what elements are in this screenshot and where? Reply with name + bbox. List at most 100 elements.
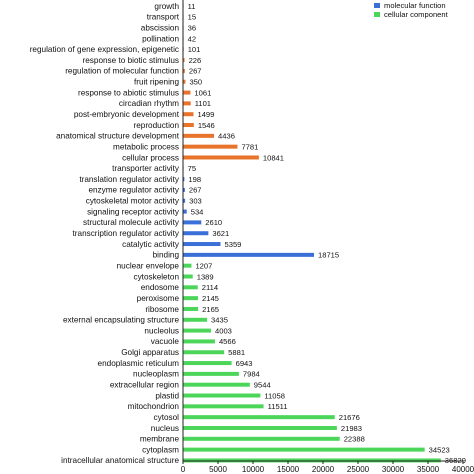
category-label: Golgi apparatus xyxy=(121,348,179,357)
value-label: 303 xyxy=(189,197,202,206)
x-tick-label: 20000 xyxy=(312,465,335,474)
value-label: 4003 xyxy=(215,326,232,335)
category-label: intracellular anatomical structure xyxy=(61,456,179,465)
value-label: 15 xyxy=(188,13,196,22)
value-label: 2610 xyxy=(205,218,222,227)
category-label: transporter activity xyxy=(112,164,180,173)
value-label: 4566 xyxy=(219,337,236,346)
bar xyxy=(183,177,185,182)
value-label: 101 xyxy=(188,45,201,54)
value-label: 2165 xyxy=(202,305,219,314)
bar xyxy=(183,101,191,106)
category-label: abscission xyxy=(141,23,180,32)
category-label: reproduction xyxy=(133,121,179,130)
value-label: 21676 xyxy=(339,413,360,422)
value-label: 267 xyxy=(189,67,202,76)
category-label: endoplasmic reticulum xyxy=(98,359,180,368)
bar xyxy=(183,252,315,257)
value-label: 36 xyxy=(188,23,196,32)
category-label: growth xyxy=(154,2,179,11)
category-label: nuclear envelope xyxy=(117,261,180,270)
bar xyxy=(183,263,192,268)
bar xyxy=(183,285,198,290)
value-label: 3435 xyxy=(211,316,228,325)
x-tick-label: 15000 xyxy=(277,465,300,474)
category-label: post-embryonic development xyxy=(74,110,180,119)
value-label: 10841 xyxy=(263,153,284,162)
category-label: enzyme regulator activity xyxy=(88,186,179,195)
value-label: 2145 xyxy=(202,294,219,303)
bar xyxy=(183,371,239,376)
category-label: plastid xyxy=(155,391,179,400)
legend-swatch xyxy=(374,3,380,8)
category-label: endosome xyxy=(141,283,180,292)
bar xyxy=(183,425,337,430)
value-label: 9544 xyxy=(254,381,271,390)
legend-label: cellular component xyxy=(384,10,449,19)
bar xyxy=(183,112,194,117)
x-tick-label: 10000 xyxy=(242,465,265,474)
category-label: response to biotic stimulus xyxy=(83,56,179,65)
bar xyxy=(183,123,194,128)
value-label: 534 xyxy=(191,207,204,216)
bar xyxy=(183,68,185,73)
category-label: regulation of molecular function xyxy=(65,67,179,76)
category-label: cellular process xyxy=(122,153,179,162)
category-label: signaling receptor activity xyxy=(87,207,180,216)
bar xyxy=(183,317,208,322)
category-label: circadian rhythm xyxy=(119,99,179,108)
value-label: 350 xyxy=(189,78,202,87)
bars-group: growth 11 transport 15 abscission 36 pollinati… xyxy=(30,2,466,465)
bar xyxy=(183,209,187,214)
bar xyxy=(183,155,259,160)
category-label: transport xyxy=(147,13,180,22)
bar xyxy=(183,436,340,441)
x-tick-label: 0 xyxy=(181,465,186,474)
bar xyxy=(183,458,441,463)
category-label: vacuole xyxy=(151,337,180,346)
value-label: 2114 xyxy=(202,283,218,292)
x-tick-label: 30000 xyxy=(382,465,405,474)
bar xyxy=(183,274,193,279)
value-label: 42 xyxy=(188,34,196,43)
category-label: anatomical structure development xyxy=(56,132,180,141)
value-label: 22388 xyxy=(344,435,365,444)
bar xyxy=(183,58,185,63)
value-label: 1499 xyxy=(197,110,214,119)
category-label: extracellular region xyxy=(110,381,180,390)
bar xyxy=(183,242,221,247)
category-label: transcription regulator activity xyxy=(73,229,180,238)
value-label: 1207 xyxy=(195,261,212,270)
category-label: response to abiotic stimulus xyxy=(78,88,179,97)
category-label: peroxisome xyxy=(137,294,180,303)
bar xyxy=(183,144,238,149)
bar xyxy=(183,231,209,236)
category-label: catalytic activity xyxy=(122,240,180,249)
category-label: translation regulator activity xyxy=(79,175,180,184)
category-label: external encapsulating structure xyxy=(63,316,180,325)
bar xyxy=(183,350,225,355)
bar xyxy=(183,220,202,225)
x-tick-label: 25000 xyxy=(347,465,370,474)
bar xyxy=(183,187,185,192)
bar xyxy=(183,90,191,95)
bar xyxy=(183,339,215,344)
value-label: 1389 xyxy=(197,272,214,281)
value-label: 21983 xyxy=(341,424,362,433)
value-label: 11511 xyxy=(268,402,288,411)
category-label: membrane xyxy=(140,435,180,444)
category-label: mitochondrion xyxy=(128,402,180,411)
bar xyxy=(183,133,215,138)
value-label: 5881 xyxy=(228,348,245,357)
category-label: structural molecule activity xyxy=(83,218,180,227)
category-label: nucleoplasm xyxy=(133,370,179,379)
value-label: 226 xyxy=(189,56,202,65)
category-label: regulation of gene expression, epigeneti… xyxy=(30,45,179,54)
value-label: 7781 xyxy=(241,142,258,151)
x-tick-label: 40000 xyxy=(452,465,474,474)
value-label: 6943 xyxy=(236,359,253,368)
value-label: 34523 xyxy=(429,445,450,454)
bar xyxy=(183,404,264,409)
